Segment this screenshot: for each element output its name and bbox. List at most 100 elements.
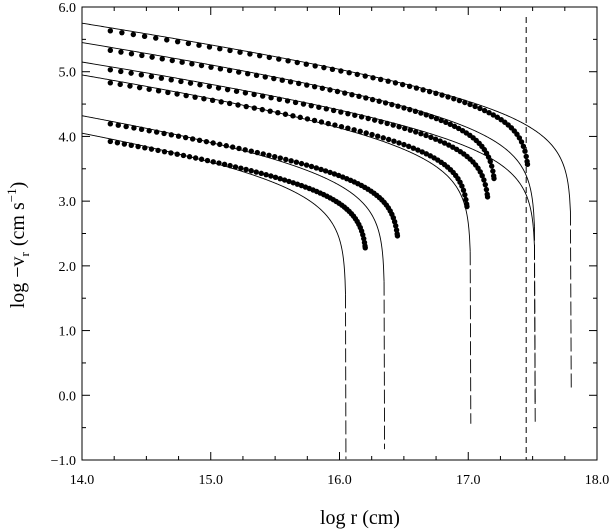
data-point [481, 177, 487, 183]
data-point [233, 88, 240, 94]
data-point [260, 151, 266, 157]
data-point [418, 110, 424, 116]
data-point [356, 93, 362, 100]
x-tick-label: 16.0 [327, 473, 352, 488]
data-point [272, 153, 278, 160]
data-point [463, 196, 469, 203]
data-point [451, 96, 457, 102]
data-point [138, 126, 145, 133]
data-point [198, 62, 205, 69]
data-point [318, 119, 325, 125]
data-point [232, 164, 239, 170]
data-point [248, 148, 255, 154]
data-point [335, 172, 342, 179]
data-point [437, 138, 443, 144]
data-point [439, 92, 445, 98]
data-point [392, 80, 399, 86]
data-point [182, 134, 189, 141]
data-point [165, 89, 171, 96]
data-point [242, 147, 248, 153]
data-point [243, 103, 249, 110]
data-point [371, 117, 378, 123]
data-point [146, 128, 152, 134]
data-point [107, 67, 114, 73]
data-point [441, 140, 448, 146]
data-point [342, 90, 348, 96]
data-point [243, 166, 249, 173]
data-point [477, 105, 483, 112]
data-point [136, 84, 143, 91]
data-point [391, 138, 397, 144]
data-point [135, 143, 141, 150]
y-tick-label: −1.0 [51, 454, 76, 469]
data-point [263, 171, 269, 178]
data-point [178, 78, 184, 85]
data-point [334, 88, 341, 95]
data-point [316, 104, 322, 110]
data-point [394, 233, 401, 239]
data-point [303, 61, 309, 67]
data-point [377, 76, 384, 83]
data-point [384, 120, 390, 127]
data-point [446, 142, 452, 148]
data-point [349, 92, 355, 98]
data-point [175, 133, 182, 139]
data-point [298, 160, 305, 167]
model-curve-tail-3 [533, 246, 536, 422]
y-axis-label-sub: r [17, 251, 32, 256]
data-point [267, 108, 273, 114]
data-point [393, 223, 399, 229]
data-point [318, 166, 324, 173]
data-point [174, 38, 181, 45]
data-point [462, 99, 468, 106]
data-point [227, 162, 233, 169]
data-point [189, 61, 195, 67]
data-point [325, 120, 331, 127]
model-curve-tail-5 [383, 281, 386, 450]
data-point [183, 92, 189, 99]
data-point [358, 114, 365, 120]
data-point [308, 163, 315, 170]
data-point [399, 81, 406, 88]
data-point [323, 106, 330, 112]
data-point [311, 117, 318, 124]
data-point [256, 52, 263, 59]
data-point [161, 130, 167, 137]
data-point [217, 141, 223, 148]
data-point [395, 103, 401, 109]
data-point [209, 97, 216, 104]
data-point [311, 83, 318, 90]
x-tick-label: 15.0 [199, 473, 224, 488]
data-point [168, 132, 175, 138]
data-point [402, 125, 408, 132]
data-point [275, 110, 281, 116]
data-point [290, 113, 296, 119]
data-point [428, 134, 434, 141]
data-point [308, 102, 314, 109]
data-point [149, 54, 155, 60]
data-point [352, 112, 358, 118]
data-point [329, 66, 336, 73]
model-curve-4 [81, 74, 471, 252]
y-tick-label: 0.0 [59, 389, 77, 404]
data-point [174, 151, 180, 157]
data-point [482, 181, 489, 188]
data-point [217, 46, 223, 52]
data-point [139, 52, 145, 59]
data-point [276, 96, 283, 102]
data-point [486, 110, 492, 116]
y-axis-label-unit: (cm s [7, 202, 29, 246]
data-point [262, 74, 268, 80]
data-point [206, 44, 213, 50]
data-point [204, 157, 211, 164]
data-point [491, 175, 497, 182]
data-point [221, 161, 228, 168]
data-point [357, 128, 363, 135]
data-point [415, 147, 421, 153]
data-point [451, 123, 458, 130]
data-point [283, 156, 289, 163]
data-point [483, 186, 490, 193]
data-point [447, 121, 453, 128]
data-point [396, 124, 402, 130]
data-point [369, 96, 376, 103]
